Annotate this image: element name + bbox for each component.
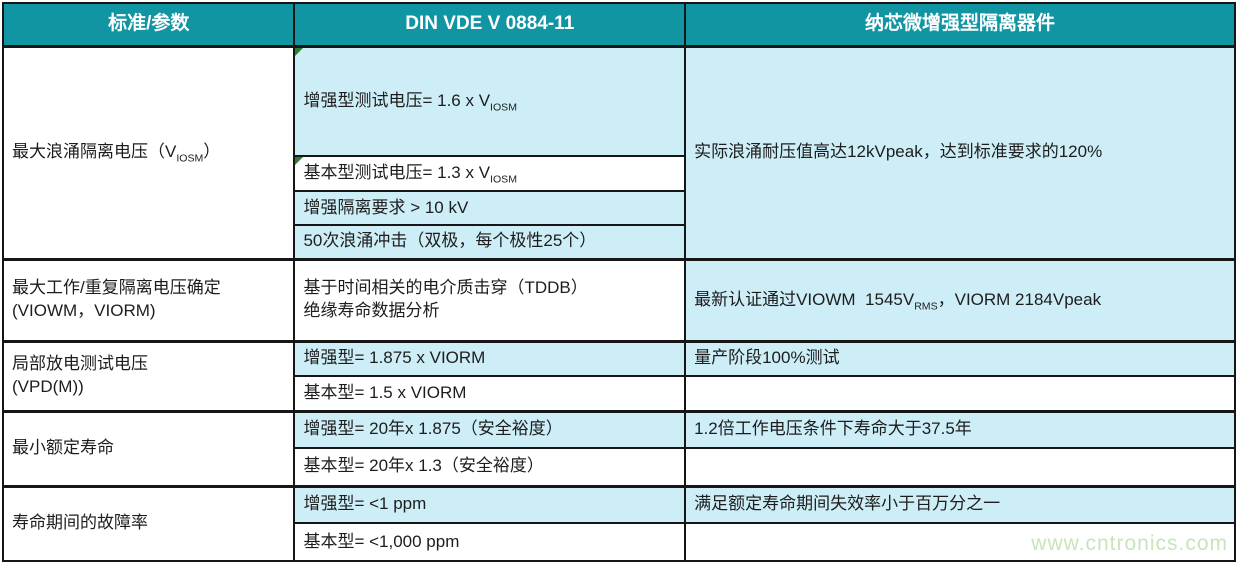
cell-text-line2: (VIOWM，VIORM) [12, 301, 156, 320]
header-param: 标准/参数 [1, 2, 296, 48]
table-row: 寿命期间的故障率 增强型= <1 ppm 满足额定寿命期间失效率小于百万分之一 [1, 484, 1236, 562]
cell-partial-discharge-din-enhanced: 增强型= 1.875 x VIORM [293, 339, 687, 377]
table-header-row: 标准/参数 DIN VDE V 0884-11 纳芯微增强型隔离器件 [1, 2, 1236, 48]
cell-text-line1: 局部放电测试电压 [12, 354, 148, 374]
subscript: IOSM [490, 101, 517, 114]
cell-partial-discharge-novosense-empty [684, 375, 1236, 412]
cell-failure-rate-din-basic: 基本型= <1,000 ppm [293, 522, 687, 562]
cell-text-line2: 绝缘寿命数据分析 [303, 301, 440, 320]
cell-surge-din-basic: 基本型测试电压= 1.3 x VIOSM [293, 155, 687, 192]
watermark: www.cntronics.com [1031, 531, 1228, 555]
table-row: 基本型测试电压= 1.3 x VIOSM [3, 155, 1235, 192]
header-din-standard: DIN VDE V 0884-11 [293, 2, 687, 48]
table-row: 最大浪涌隔离电压（VIOSM） 增强型测试电压= 1.6 x VIOSM 实际浪… [1, 44, 1236, 260]
cell-surge-param: 最大浪涌隔离电压（VIOSM） [1, 44, 296, 260]
comment-marker-icon [296, 49, 304, 56]
subscript: IOSM [176, 152, 204, 165]
cell-text: 最大浪涌隔离电压（V [12, 142, 177, 162]
table-row: 基本型= 1.5 x VIORM [3, 375, 1236, 412]
header-novosense: 纳芯微增强型隔离器件 [684, 2, 1236, 48]
table-row: 增强隔离要求 > 10 kV [3, 190, 1235, 226]
table-row: 50次浪涌冲击（双极，每个极性25个） [3, 224, 1235, 260]
table-row: 基本型= <1,000 ppm www.cntronics.com [3, 522, 1236, 562]
subscript: IOSM [490, 173, 517, 186]
subscript: RMS [914, 299, 938, 312]
cell-min-lifetime-novosense: 1.2倍工作电压条件下寿命大于37.5年 [684, 409, 1236, 449]
cell-text: ） [203, 142, 221, 162]
table-row: 局部放电测试电压 (VPD(M)) 增强型= 1.875 x VIORM 量产阶段… [1, 339, 1236, 412]
cell-surge-din-pulses: 50次浪涌冲击（双极，每个极性25个） [293, 224, 687, 260]
cell-text: 最新认证通过VIOWM 1545V [694, 289, 915, 309]
cell-failure-rate-novosense-empty: www.cntronics.com [684, 522, 1236, 562]
cell-text: 基本型测试电压= 1.3 x V [303, 163, 491, 183]
cell-working-voltage-novosense: 最新认证通过VIOWM 1545VRMS，VIORM 2184Vpeak [684, 257, 1236, 342]
cell-working-voltage-din: 基于时间相关的电介质击穿（TDDB） 绝缘寿命数据分析 [293, 257, 687, 342]
cell-surge-novosense: 实际浪涌耐压值高达12kVpeak，达到标准要求的120% [684, 44, 1236, 260]
cell-text: 增强型测试电压= 1.6 x V [303, 90, 491, 110]
cell-failure-rate-param: 寿命期间的故障率 [1, 484, 296, 562]
cell-failure-rate-novosense: 满足额定寿命期间失效率小于百万分之一 [684, 484, 1236, 524]
table-row: 最小额定寿命 增强型= 20年x 1.875（安全裕度） 1.2倍工作电压条件下… [1, 409, 1236, 487]
cell-min-lifetime-din-basic: 基本型= 20年x 1.3（安全裕度） [293, 447, 687, 487]
cell-text-line1: 最大工作/重复隔离电压确定 [12, 278, 221, 298]
cell-text-line1: 基于时间相关的电介质击穿（TDDB） [303, 278, 588, 298]
cell-surge-din-enhanced: 增强型测试电压= 1.6 x VIOSM [293, 44, 687, 157]
cell-min-lifetime-novosense-empty [684, 447, 1236, 487]
comment-marker-icon [296, 158, 304, 165]
cell-surge-din-requirement: 增强隔离要求 > 10 kV [293, 190, 687, 226]
cell-partial-discharge-din-basic: 基本型= 1.5 x VIORM [293, 375, 687, 412]
cell-working-voltage-param: 最大工作/重复隔离电压确定 (VIOWM，VIORM) [1, 257, 296, 342]
cell-min-lifetime-din-enhanced: 增强型= 20年x 1.875（安全裕度） [293, 409, 687, 449]
table-row: 基本型= 20年x 1.3（安全裕度） [3, 447, 1236, 487]
cell-partial-discharge-param: 局部放电测试电压 (VPD(M)) [1, 339, 296, 412]
cell-partial-discharge-novosense: 量产阶段100%测试 [684, 339, 1236, 377]
cell-text: ，VIORM 2184Vpeak [937, 289, 1102, 309]
cell-failure-rate-din-enhanced: 增强型= <1 ppm [293, 484, 687, 524]
cell-min-lifetime-param: 最小额定寿命 [1, 409, 296, 487]
table-row: 最大工作/重复隔离电压确定 (VIOWM，VIORM) 基于时间相关的电介质击穿（… [1, 257, 1236, 342]
cell-text-line2: (VPD(M)) [12, 377, 84, 396]
